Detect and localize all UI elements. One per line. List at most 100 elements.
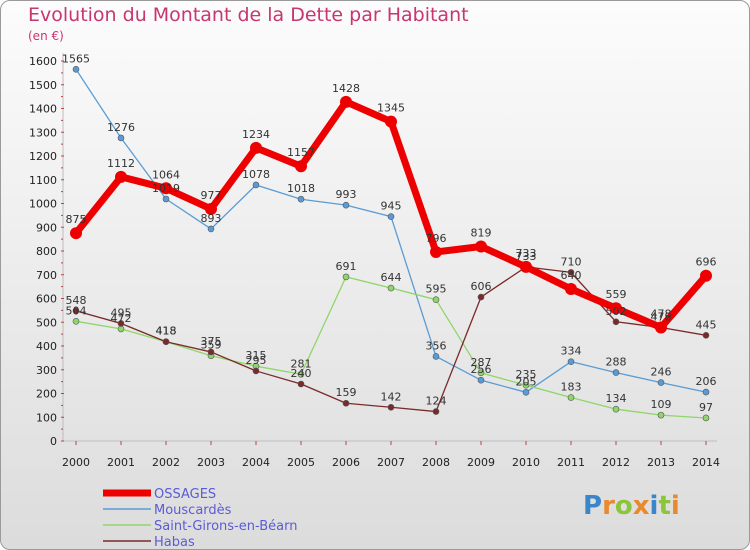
- x-tick-label: 2003: [197, 456, 225, 469]
- data-label: 334: [561, 345, 582, 358]
- data-point: [70, 227, 82, 240]
- data-label: 796: [426, 232, 447, 245]
- data-label: 205: [516, 375, 537, 388]
- data-point: [702, 332, 710, 339]
- data-point: [207, 225, 215, 233]
- data-point: [432, 353, 440, 360]
- data-label: 502: [606, 305, 627, 318]
- data-label: 134: [606, 392, 627, 405]
- data-label: 595: [426, 283, 447, 296]
- x-tick-label: 2004: [242, 456, 270, 469]
- data-point: [250, 141, 262, 154]
- chart-title: Evolution du Montant de la Dette par Hab…: [28, 4, 469, 26]
- legend-label: Mouscardès: [154, 503, 232, 518]
- y-tick-label: 100: [36, 411, 57, 424]
- data-point: [297, 370, 305, 378]
- x-tick-label: 2007: [377, 456, 405, 469]
- data-label: 945: [381, 200, 402, 213]
- data-point: [387, 213, 395, 220]
- data-point: [342, 273, 350, 281]
- data-label: 183: [561, 381, 582, 394]
- x-tick-label: 2014: [692, 456, 720, 469]
- data-label: 109: [651, 398, 672, 411]
- data-point: [522, 389, 530, 396]
- x-tick-label: 2008: [422, 456, 450, 469]
- data-point: [295, 160, 307, 173]
- data-label: 418: [156, 325, 177, 338]
- data-point: [432, 408, 440, 415]
- data-point: [72, 317, 80, 325]
- data-point: [702, 388, 710, 396]
- y-tick-label: 400: [36, 340, 57, 353]
- legend-label: OSSAGES: [154, 487, 216, 502]
- data-label: 1112: [107, 157, 135, 170]
- data-label: 733: [516, 250, 537, 263]
- data-label: 124: [426, 395, 447, 408]
- y-tick-label: 1600: [29, 55, 57, 68]
- data-point: [342, 201, 350, 209]
- data-point: [475, 240, 487, 253]
- y-tick-label: 1500: [29, 79, 57, 92]
- data-label: 819: [471, 226, 492, 239]
- x-tick-label: 2005: [287, 456, 315, 469]
- data-point: [655, 321, 667, 334]
- data-label: 472: [111, 312, 132, 325]
- data-label: 548: [66, 294, 87, 307]
- data-point: [702, 414, 710, 422]
- data-point: [72, 66, 80, 73]
- data-label: 359: [201, 339, 222, 352]
- data-point: [567, 358, 575, 365]
- data-label: 691: [336, 260, 357, 273]
- y-tick-label: 200: [36, 388, 57, 401]
- data-point: [387, 403, 395, 411]
- y-tick-label: 700: [36, 269, 57, 282]
- data-point: [385, 115, 397, 128]
- data-point: [252, 367, 260, 375]
- data-point: [162, 195, 170, 203]
- data-label: 287: [471, 356, 492, 369]
- data-label: 159: [336, 386, 357, 399]
- data-point: [612, 405, 620, 413]
- chart-unit: (en €): [28, 29, 64, 43]
- data-label: 875: [66, 213, 87, 226]
- data-label: 1234: [242, 128, 270, 141]
- data-label: 893: [201, 212, 222, 225]
- data-point: [567, 269, 575, 276]
- data-label: 206: [696, 375, 717, 388]
- data-point: [610, 302, 622, 315]
- data-point: [340, 95, 352, 108]
- data-label: 1345: [377, 102, 405, 115]
- data-point: [207, 348, 215, 356]
- data-label: 495: [111, 306, 132, 319]
- y-tick-label: 900: [36, 221, 57, 234]
- data-label: 375: [201, 335, 222, 348]
- logo-letter: x: [632, 491, 650, 521]
- data-point: [477, 293, 485, 301]
- data-point: [115, 170, 127, 183]
- data-point: [205, 202, 217, 215]
- legend: OSSAGESMouscardèsSaint-Girons-en-BéarnHa…: [103, 487, 297, 549]
- y-tick-label: 1400: [29, 103, 57, 116]
- data-label: 504: [66, 304, 87, 317]
- data-label: 246: [651, 366, 672, 379]
- data-point: [72, 307, 80, 315]
- data-point: [117, 325, 125, 333]
- data-point: [117, 134, 125, 142]
- data-label: 356: [426, 339, 447, 352]
- data-point: [342, 399, 350, 407]
- data-point: [252, 181, 260, 189]
- x-tick-label: 2013: [647, 456, 675, 469]
- x-tick-label: 2000: [62, 456, 90, 469]
- data-point: [162, 338, 170, 346]
- x-tick-label: 2006: [332, 456, 360, 469]
- data-label: 606: [471, 280, 492, 293]
- data-point: [520, 260, 532, 273]
- data-label: 240: [291, 367, 312, 380]
- data-point: [612, 318, 620, 326]
- logo-letter: i: [649, 491, 659, 521]
- y-tick-label: 0: [50, 435, 57, 448]
- x-tick-label: 2011: [557, 456, 585, 469]
- data-label: 256: [471, 363, 492, 376]
